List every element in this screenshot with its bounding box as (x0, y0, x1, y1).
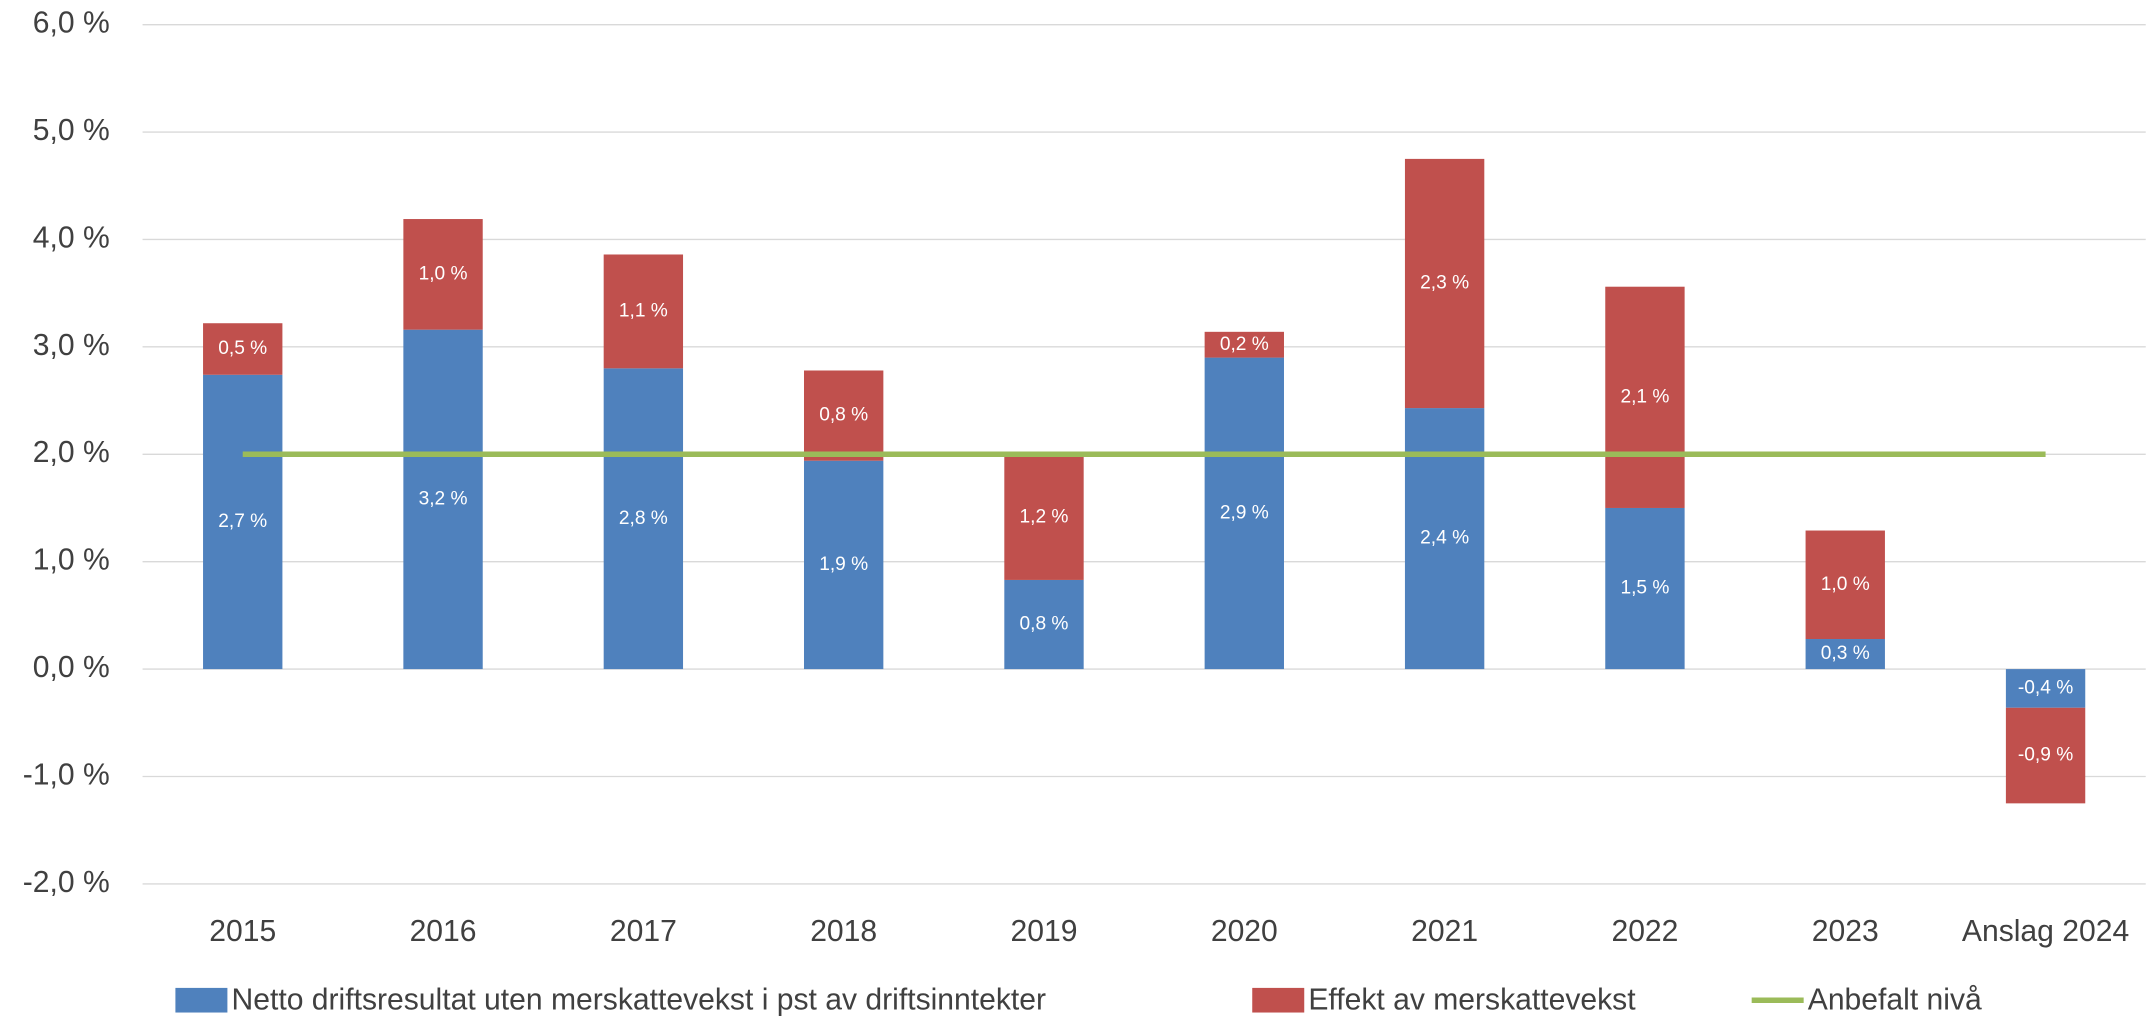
x-tick-label: 2017 (610, 915, 677, 948)
y-tick-label: 6,0 % (33, 7, 110, 40)
x-tick-label: 2021 (1411, 915, 1478, 948)
bar-segment (2005, 707, 2086, 804)
data-label: -0,9 % (2018, 745, 2073, 766)
data-label: 2,4 % (1420, 528, 1469, 549)
bar-segment (203, 323, 283, 375)
bar-segment (1204, 357, 1284, 670)
x-tick-label: 2018 (810, 915, 877, 948)
y-tick-label: 4,0 % (33, 221, 110, 254)
y-tick-label: 3,0 % (33, 329, 110, 362)
data-label: 1,5 % (1620, 578, 1669, 599)
legend-label: Netto driftsresultat uten merskattevekst… (232, 984, 1047, 1017)
legend-swatch (175, 987, 228, 1013)
data-label: 1,1 % (619, 300, 668, 321)
data-label: 2,9 % (1220, 502, 1269, 523)
bar-segment (2005, 669, 2086, 708)
bar-segment (403, 219, 483, 330)
data-label: -0,4 % (2018, 677, 2073, 698)
y-tick-label: -1,0 % (23, 758, 110, 791)
y-tick-label: 1,0 % (33, 544, 110, 577)
bar-segment (1605, 286, 1685, 508)
y-tick-label: 5,0 % (33, 114, 110, 147)
y-tick-label: -2,0 % (23, 866, 110, 899)
bar-segment (1805, 530, 1885, 640)
x-tick-label: 2019 (1011, 915, 1078, 948)
legend-label: Effekt av merskattevekst (1308, 984, 1636, 1017)
x-tick-label: 2016 (410, 915, 477, 948)
data-label: 1,9 % (819, 554, 868, 575)
x-tick-label: 2015 (209, 915, 276, 948)
data-label: 0,5 % (218, 338, 267, 359)
data-label: 2,8 % (619, 508, 668, 529)
x-tick-label: 2020 (1211, 915, 1278, 948)
bar-segment (603, 368, 684, 670)
data-label: 0,8 % (1020, 614, 1069, 635)
data-label: 0,8 % (819, 405, 868, 426)
bar-segment (203, 374, 283, 670)
y-tick-label: 0,0 % (33, 651, 110, 684)
data-label: 0,3 % (1821, 643, 1870, 664)
x-tick-label: 2022 (1611, 915, 1678, 948)
data-label: 1,0 % (419, 263, 468, 284)
bar-segment (1004, 455, 1084, 580)
bar-segment (1004, 579, 1084, 670)
bar-segment (403, 329, 483, 670)
bar-segment (1805, 639, 1885, 670)
data-label: 1,0 % (1821, 574, 1870, 595)
bar-segment (1404, 158, 1485, 409)
data-label: 2,3 % (1420, 273, 1469, 294)
data-label: 0,2 % (1220, 334, 1269, 355)
bar-segment (803, 370, 884, 461)
x-tick-label: Anslag 2024 (1962, 915, 2129, 948)
legend-swatch (1252, 987, 1305, 1013)
legend-label: Anbefalt nivå (1808, 984, 1982, 1017)
data-label: 3,2 % (419, 488, 468, 509)
data-label: 1,2 % (1020, 507, 1069, 528)
bar-segment (1605, 507, 1685, 670)
bar-segment (603, 254, 684, 369)
bar-segment (1204, 331, 1284, 358)
data-label: 2,1 % (1620, 386, 1669, 407)
x-tick-label: 2023 (1812, 915, 1879, 948)
data-label: 2,7 % (218, 511, 267, 532)
bar-segment (803, 460, 884, 670)
y-tick-label: 2,0 % (33, 436, 110, 469)
